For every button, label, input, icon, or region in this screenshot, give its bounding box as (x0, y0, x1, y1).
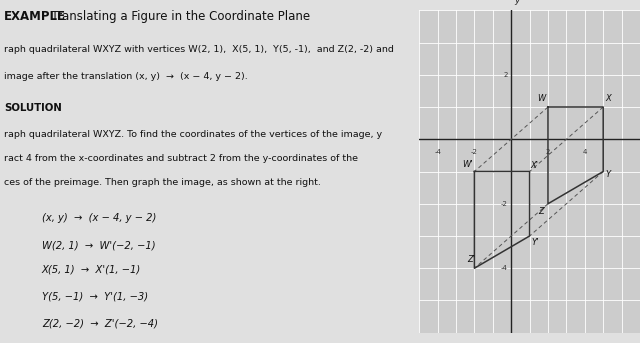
Text: Z': Z' (468, 255, 476, 264)
Text: (x, y)  →  (x − 4, y − 2): (x, y) → (x − 4, y − 2) (42, 213, 156, 223)
Text: W: W (538, 94, 546, 104)
Text: image after the translation (x, y)  →  (x − 4, y − 2).: image after the translation (x, y) → (x … (4, 72, 248, 81)
Text: ces of the preimage. Then graph the image, as shown at the right.: ces of the preimage. Then graph the imag… (4, 178, 321, 187)
Text: Y(5, −1)  →  Y'(1, −3): Y(5, −1) → Y'(1, −3) (42, 292, 148, 301)
Text: W': W' (462, 160, 473, 169)
Text: W(2, 1)  →  W'(−2, −1): W(2, 1) → W'(−2, −1) (42, 240, 156, 250)
Text: 4: 4 (582, 149, 587, 155)
Text: -2: -2 (500, 201, 508, 207)
Text: -2: -2 (471, 149, 478, 155)
Text: ract 4 from the x-coordinates and subtract 2 from the y-coordinates of the: ract 4 from the x-coordinates and subtra… (4, 154, 358, 163)
Text: Y': Y' (531, 238, 538, 247)
Text: X(5, 1)  →  X'(1, −1): X(5, 1) → X'(1, −1) (42, 264, 141, 274)
Text: SOLUTION: SOLUTION (4, 103, 62, 113)
Text: EXAMPLE: EXAMPLE (4, 10, 66, 23)
Text: raph quadrilateral WXYZ with vertices W(2, 1),  X(5, 1),  Y(5, -1),  and Z(2, -2: raph quadrilateral WXYZ with vertices W(… (4, 45, 394, 54)
Text: Y: Y (606, 170, 611, 179)
Text: -4: -4 (434, 149, 441, 155)
Text: X: X (605, 94, 611, 104)
Text: 2: 2 (503, 72, 508, 78)
Text: Z: Z (539, 207, 545, 216)
Text: Translating a Figure in the Coordinate Plane: Translating a Figure in the Coordinate P… (44, 10, 310, 23)
Text: 2: 2 (546, 149, 550, 155)
Text: y: y (515, 0, 520, 5)
Text: X': X' (530, 161, 538, 169)
Text: -4: -4 (500, 265, 508, 271)
Text: raph quadrilateral WXYZ. To find the coordinates of the vertices of the image, y: raph quadrilateral WXYZ. To find the coo… (4, 130, 382, 139)
Text: Z(2, −2)  →  Z'(−2, −4): Z(2, −2) → Z'(−2, −4) (42, 319, 158, 329)
